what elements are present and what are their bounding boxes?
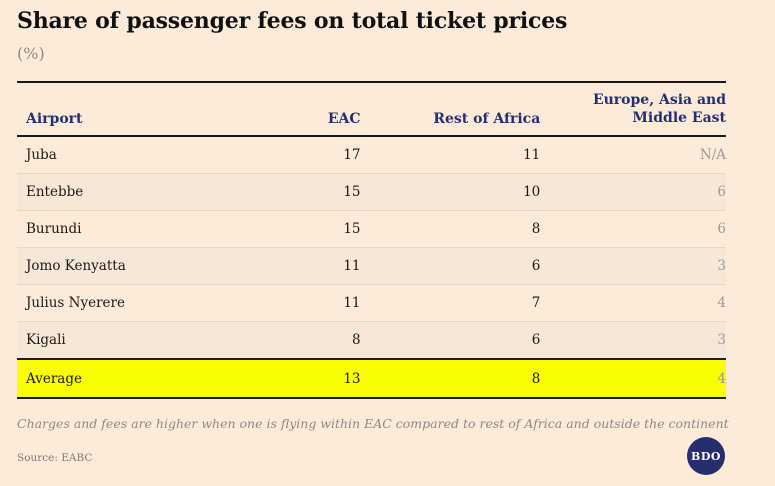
average-row: Average 13 8 4 xyxy=(17,360,726,399)
cell-eac: 15 xyxy=(343,221,361,237)
cell-rest-of-africa: 10 xyxy=(523,184,541,200)
header-airport: Airport xyxy=(26,111,83,127)
cell-airport: Burundi xyxy=(26,221,82,237)
fees-table: Airport EAC Rest of Africa Europe, Asia … xyxy=(17,81,726,399)
cell-europe: 6 xyxy=(717,221,727,237)
cell-europe: 4 xyxy=(717,295,727,311)
cell-airport: Entebbe xyxy=(26,184,84,200)
bdo-logo: BDO xyxy=(687,437,725,475)
chart-title: Share of passenger fees on total ticket … xyxy=(17,8,568,34)
table-header: Airport EAC Rest of Africa Europe, Asia … xyxy=(17,83,726,137)
table-row: Julius Nyerere 11 7 4 xyxy=(17,285,726,322)
cell-airport: Jomo Kenyatta xyxy=(26,258,126,274)
table-row: Entebbe 15 10 6 xyxy=(17,174,726,211)
cell-europe: N/A xyxy=(699,147,727,163)
chart-subtitle: (%) xyxy=(17,44,45,63)
header-rest-of-africa: Rest of Africa xyxy=(433,111,541,127)
cell-rest-of-africa: 7 xyxy=(531,295,541,311)
table-row: Juba 17 11 N/A xyxy=(17,137,726,174)
cell-rest-of-africa: 6 xyxy=(531,332,541,348)
cell-airport: Kigali xyxy=(26,332,66,348)
cell-europe: 6 xyxy=(717,184,727,200)
cell-europe: 3 xyxy=(717,332,727,348)
cell-rest-of-africa: 11 xyxy=(523,147,541,163)
cell-airport: Average xyxy=(26,370,82,387)
header-eac: EAC xyxy=(327,111,361,127)
cell-airport: Juba xyxy=(26,147,57,163)
table-row: Jomo Kenyatta 11 6 3 xyxy=(17,248,726,285)
table-row: Burundi 15 8 6 xyxy=(17,211,726,248)
cell-eac: 11 xyxy=(343,295,361,311)
cell-rest-of-africa: 6 xyxy=(531,258,541,274)
cell-eac: 15 xyxy=(343,184,361,200)
cell-eac: 11 xyxy=(343,258,361,274)
cell-europe: 4 xyxy=(717,370,727,387)
cell-rest-of-africa: 8 xyxy=(531,370,541,387)
cell-eac: 13 xyxy=(343,370,361,387)
cell-airport: Julius Nyerere xyxy=(26,295,125,311)
source-label: Source: EABC xyxy=(17,452,93,464)
cell-eac: 8 xyxy=(351,332,361,348)
table-row: Kigali 8 6 3 xyxy=(17,322,726,360)
chart-note: Charges and fees are higher when one is … xyxy=(17,416,729,431)
cell-eac: 17 xyxy=(343,147,361,163)
cell-europe: 3 xyxy=(717,258,727,274)
cell-rest-of-africa: 8 xyxy=(531,221,541,237)
header-europe-asia-middle-east: Europe, Asia and Middle East xyxy=(592,92,727,126)
